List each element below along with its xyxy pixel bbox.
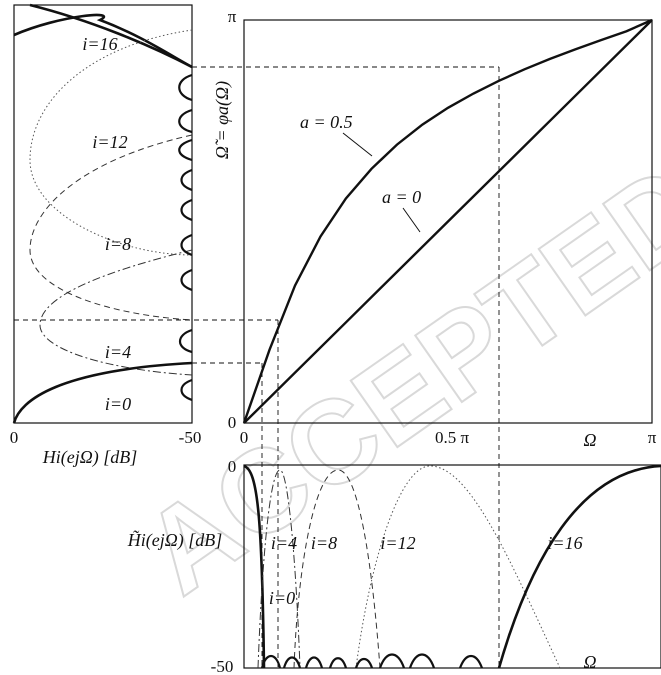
bottom-series-label-i12: i=12 xyxy=(380,533,415,553)
main-x-tick-0: 0 xyxy=(240,428,249,447)
main-y-tick-pi: π xyxy=(228,7,237,26)
bottom-y-tick-0: 0 xyxy=(228,457,237,476)
main-y-label: Ω̃ = φa(Ω) xyxy=(212,81,233,159)
left-x-tick-0: 0 xyxy=(10,428,19,447)
annotation-a-0: a = 0 xyxy=(382,187,421,207)
bottom-x-label: Ω xyxy=(583,652,596,672)
bottom-series-label-i4: i=4 xyxy=(271,533,297,553)
left-series-label-i0: i=0 xyxy=(105,394,131,414)
bottom-curve-i12 xyxy=(356,466,560,668)
annotation-a-0-pointer xyxy=(403,208,420,232)
left-series-label-i16: i=16 xyxy=(82,34,117,54)
svg-text:ACCEPTED MANUSCRIPT: ACCEPTED MANUSCRIPT xyxy=(121,0,661,620)
bottom-sidelobes xyxy=(262,655,482,669)
left-series-label-i8: i=8 xyxy=(105,234,131,254)
bottom-y-tick-50: -50 xyxy=(211,657,234,675)
watermark: ACCEPTED MANUSCRIPT xyxy=(121,0,661,620)
left-curve-i8 xyxy=(30,135,192,320)
main-x-label: Ω xyxy=(583,430,596,450)
left-x-label: Hi(ejΩ) [dB] xyxy=(42,447,138,468)
bottom-y-label: H̃i(ejΩ) [dB] xyxy=(127,530,223,551)
left-series-label-i12: i=12 xyxy=(92,132,127,152)
left-sidelobes xyxy=(179,75,192,400)
main-y-tick-0: 0 xyxy=(228,413,237,432)
bottom-series-label-i0: i=0 xyxy=(269,588,295,608)
bottom-series-label-i16: i=16 xyxy=(547,533,582,553)
annotation-a-0-5: a = 0.5 xyxy=(300,112,353,132)
left-series-label-i4: i=4 xyxy=(105,342,131,362)
bottom-curve-i16 xyxy=(499,466,661,668)
left-curve-i0 xyxy=(14,363,192,423)
main-x-tick-pi: π xyxy=(648,428,657,447)
left-panel: i=16 i=12 i=8 i=4 i=0 0 -50 Hi(ejΩ) [dB] xyxy=(10,5,202,468)
annotation-a-0-5-pointer xyxy=(343,133,372,156)
left-x-tick-50: -50 xyxy=(179,428,202,447)
left-panel-frame xyxy=(14,5,192,423)
bottom-series-label-i8: i=8 xyxy=(311,533,337,553)
main-x-tick-half-pi: 0.5 π xyxy=(435,428,470,447)
